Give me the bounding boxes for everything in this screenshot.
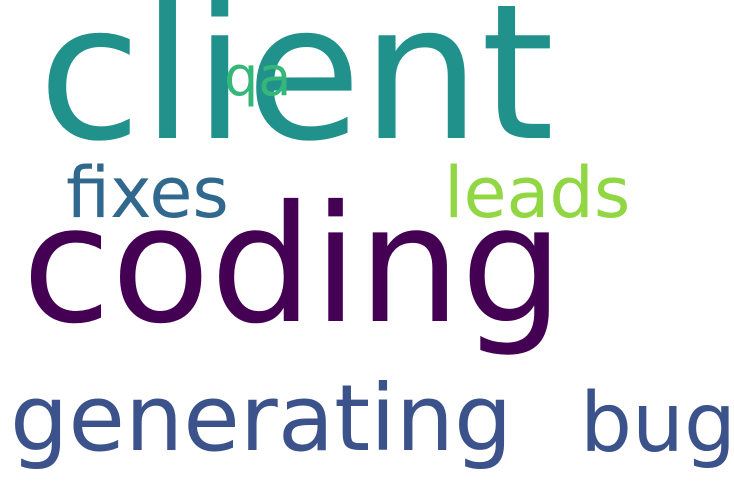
word-leads: leads xyxy=(444,152,631,234)
word-fixes: fixes xyxy=(66,152,229,234)
word-client: client xyxy=(38,0,555,183)
word-qa: qa xyxy=(224,45,292,108)
word-generating: generating xyxy=(10,365,513,472)
word-coding: coding xyxy=(22,172,564,360)
word-bug: bug xyxy=(580,376,734,471)
